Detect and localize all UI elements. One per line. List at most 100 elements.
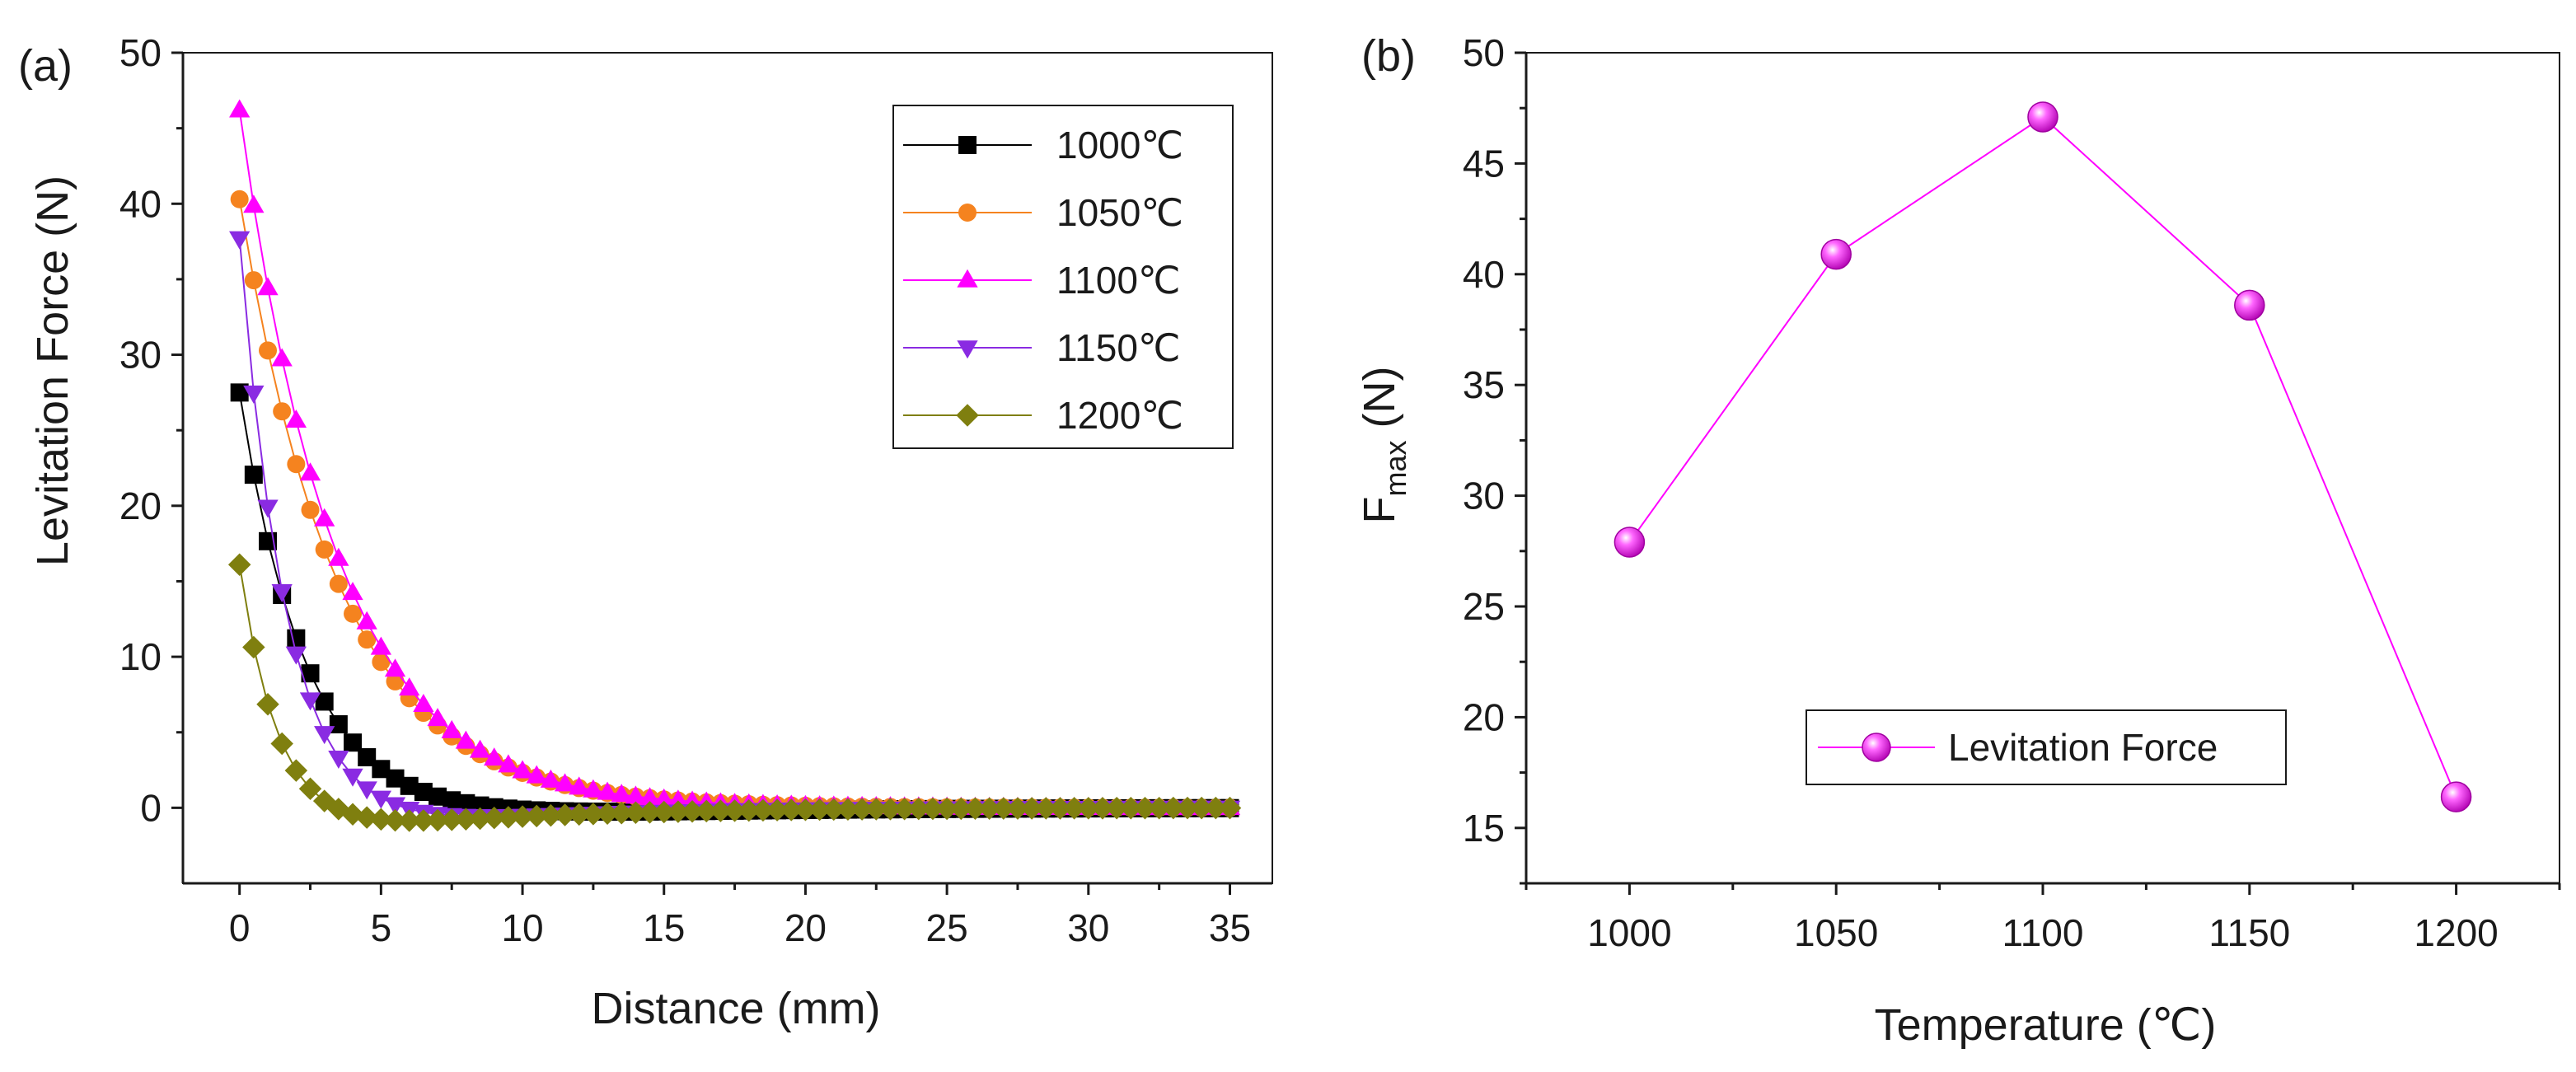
data-point-a bbox=[344, 733, 363, 752]
legend-a-label: 1050℃ bbox=[1056, 191, 1183, 234]
data-point-a bbox=[836, 798, 859, 821]
data-point-a bbox=[681, 799, 704, 823]
data-point-a bbox=[299, 692, 321, 711]
data-point-a bbox=[1204, 796, 1228, 820]
legend-a: 1000℃ 1050℃ 1100℃ 1150℃ 1200℃ bbox=[892, 105, 1234, 449]
data-point-a bbox=[355, 806, 378, 829]
data-point-a bbox=[935, 797, 958, 821]
data-point-a bbox=[892, 797, 916, 821]
data-point-a bbox=[257, 277, 279, 296]
data-point-a bbox=[610, 802, 633, 825]
y-tick-label-b: 45 bbox=[1463, 142, 1505, 185]
data-point-a bbox=[596, 802, 619, 826]
data-point-a bbox=[554, 773, 576, 792]
data-point-a bbox=[540, 769, 562, 788]
data-point-a bbox=[1176, 796, 1199, 820]
data-point-a bbox=[921, 797, 944, 821]
y-tick-label-b: 20 bbox=[1463, 695, 1505, 738]
data-point-a bbox=[426, 808, 449, 832]
legend-b-marker bbox=[1862, 733, 1891, 762]
data-point-a bbox=[369, 808, 393, 831]
data-point-a bbox=[342, 582, 363, 601]
data-point-a bbox=[752, 798, 775, 822]
data-point-a bbox=[455, 730, 477, 749]
data-point-a bbox=[370, 636, 392, 655]
x-tick-label-b: 1150 bbox=[2208, 911, 2290, 954]
data-point-a bbox=[468, 807, 492, 831]
data-point-a bbox=[270, 732, 293, 756]
panel-a-plot: 0 5 10 15 20 25 30 35 0 10 20 30 40 50 1000℃ 1050℃ 1100… bbox=[28, 31, 1273, 1033]
data-point-a bbox=[638, 801, 662, 824]
legend-b-box bbox=[1806, 709, 2287, 785]
y-axis-title-b-units: (N) bbox=[1355, 367, 1404, 441]
x-tick-label-b: 1050 bbox=[1794, 911, 1878, 954]
data-point-a bbox=[497, 806, 520, 829]
data-point-a bbox=[413, 694, 434, 713]
data-point-a bbox=[738, 798, 761, 822]
y-tick-label-a: 0 bbox=[140, 786, 162, 829]
data-point-a bbox=[709, 799, 733, 822]
legend-b-entry: Levitation Force bbox=[1818, 726, 2218, 769]
series-line-a bbox=[238, 392, 1230, 813]
y-tick-label-a: 50 bbox=[119, 31, 162, 74]
data-point-a bbox=[864, 798, 888, 821]
legend-a-marker bbox=[958, 204, 977, 222]
data-point-a bbox=[1006, 797, 1029, 820]
data-point-a bbox=[1133, 796, 1157, 820]
data-point-a bbox=[344, 604, 363, 623]
data-point-a bbox=[342, 768, 363, 787]
panel-a-label: (a) bbox=[18, 41, 73, 91]
legend-a-marker bbox=[956, 404, 979, 427]
x-tick-label-a: 15 bbox=[643, 906, 685, 949]
data-point-a bbox=[386, 769, 405, 788]
data-point-a bbox=[285, 409, 307, 428]
data-point-b bbox=[1820, 238, 1852, 270]
data-point-a bbox=[482, 806, 506, 830]
y-tick-label-b: 15 bbox=[1463, 807, 1505, 850]
data-point-a bbox=[397, 809, 421, 832]
panel-b-plot: 1000 1050 1100 1150 1200 15 20 25 30 35 40 45 50 Lev… bbox=[1355, 31, 2561, 1050]
data-point-a bbox=[569, 776, 590, 795]
data-point-a bbox=[372, 760, 391, 779]
data-point-a bbox=[1162, 796, 1185, 820]
series-line-b bbox=[1628, 115, 2457, 798]
data-point-a bbox=[284, 759, 308, 782]
data-point-b bbox=[2027, 101, 2058, 133]
x-tick-label-a: 5 bbox=[371, 906, 392, 949]
data-point-a bbox=[1020, 797, 1043, 820]
data-point-a bbox=[314, 508, 335, 527]
data-point-a bbox=[328, 547, 349, 566]
data-point-a bbox=[230, 383, 249, 402]
data-point-a bbox=[766, 798, 789, 822]
data-point-a bbox=[611, 784, 632, 803]
data-point-a bbox=[454, 808, 478, 831]
data-point-a bbox=[356, 781, 377, 800]
data-point-a bbox=[230, 190, 249, 208]
x-tick-label-b: 1200 bbox=[2414, 911, 2498, 954]
y-tick-label-a: 40 bbox=[119, 182, 162, 225]
data-point-a bbox=[780, 798, 803, 822]
data-point-a bbox=[358, 748, 377, 767]
data-point-a bbox=[583, 779, 604, 798]
x-tick-label-b: 1100 bbox=[2002, 911, 2084, 954]
data-point-a bbox=[1105, 797, 1128, 820]
data-point-a bbox=[878, 798, 902, 821]
legend-a-marker bbox=[957, 269, 978, 288]
data-point-a bbox=[242, 635, 265, 659]
legend-b: Levitation Force bbox=[1806, 709, 2287, 785]
data-point-a bbox=[356, 611, 377, 630]
data-point-a bbox=[1119, 797, 1143, 820]
data-point-a bbox=[257, 499, 279, 518]
data-point-a bbox=[695, 799, 718, 823]
data-point-a bbox=[287, 455, 306, 474]
data-point-b bbox=[2234, 289, 2265, 321]
data-point-a bbox=[723, 799, 747, 822]
data-point-a bbox=[441, 719, 462, 738]
data-point-a bbox=[1091, 797, 1114, 820]
data-point-a bbox=[227, 553, 251, 577]
data-point-a bbox=[582, 803, 605, 826]
data-point-a bbox=[314, 726, 335, 745]
data-point-a bbox=[850, 798, 873, 821]
data-point-a bbox=[567, 803, 591, 826]
y-tick-label-a: 10 bbox=[119, 635, 162, 678]
